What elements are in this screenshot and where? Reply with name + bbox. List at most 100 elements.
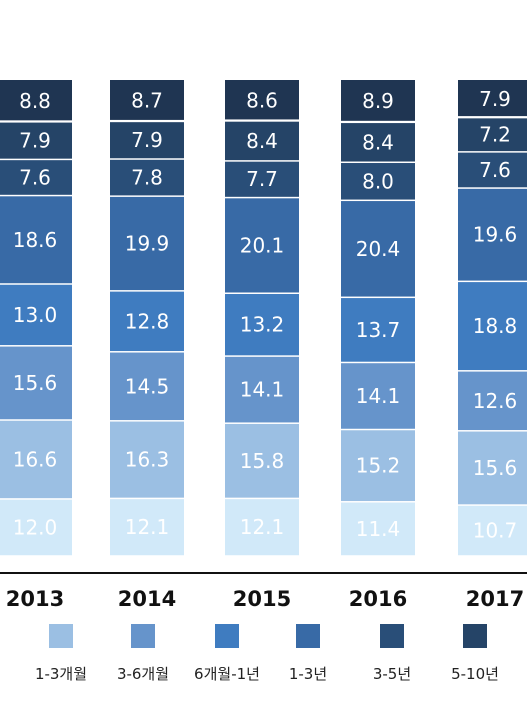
data-label: 7.6 [19, 165, 51, 189]
bar-segment-4-2015 [225, 198, 299, 293]
bar-segment-base-2017 [458, 505, 527, 556]
data-label: 12.6 [473, 389, 518, 413]
data-label: 15.6 [13, 371, 58, 395]
bar-segment-2-2016 [341, 363, 415, 429]
data-label: 10.7 [473, 519, 518, 543]
bar-segment-5-2014 [110, 159, 184, 196]
legend-label: 3-6개월 [117, 665, 169, 683]
data-label: 15.8 [240, 449, 285, 473]
legend: 1-3개월 3-6개월 6개월-1년 1-3년 3-5년 5-10년 [35, 624, 499, 683]
bar-segment-4-2017 [458, 188, 527, 281]
data-label: 7.9 [479, 87, 511, 111]
data-label: 16.6 [13, 447, 58, 471]
data-label: 12.0 [13, 515, 58, 539]
bar-segment-7-2015 [225, 80, 299, 120]
data-label: 7.9 [131, 128, 163, 152]
bar-segment-6-2017 [458, 118, 527, 152]
bar-segment-7-2014 [110, 80, 184, 120]
data-label: 13.7 [356, 318, 401, 342]
data-label: 15.2 [356, 454, 401, 478]
bar-segment-base-2015 [225, 499, 299, 556]
bar-segment-4-2014 [110, 196, 184, 291]
bar-segment-3-2016 [341, 298, 415, 362]
legend-label: 1-3개월 [35, 665, 87, 683]
data-label: 8.4 [246, 129, 278, 153]
data-label: 8.4 [362, 130, 394, 154]
x-tick-label: 2015 [233, 587, 291, 611]
legend-swatch [215, 624, 239, 648]
data-label: 8.0 [362, 169, 394, 193]
x-tick-label: 2016 [349, 587, 407, 611]
legend-label: 3-5년 [373, 665, 411, 683]
bar-segment-1-2015 [225, 423, 299, 498]
legend-label: 1-3년 [289, 665, 327, 683]
bar-segment-2-2017 [458, 371, 527, 431]
bar-segment-1-2017 [458, 431, 527, 505]
data-label: 16.3 [125, 448, 170, 472]
bar-segment-5-2017 [458, 152, 527, 188]
bar-segment-5-2013 [0, 160, 72, 195]
data-label: 13.2 [240, 313, 285, 337]
bar-segment-6-2015 [225, 121, 299, 161]
data-label: 14.5 [125, 374, 170, 398]
legend-swatch [380, 624, 404, 648]
bar-segment-3-2017 [458, 282, 527, 371]
bar-segment-2-2013 [0, 346, 72, 420]
x-axis-labels: 2013 2014 2015 2016 2017 [6, 587, 524, 611]
bar-segment-1-2016 [341, 430, 415, 502]
bar-segment-7-2017 [458, 80, 527, 117]
data-label: 20.1 [240, 233, 285, 257]
legend-swatch [296, 624, 320, 648]
bars-layer: 12.0 16.6 15.6 13.0 18.6 7.6 7.9 8.8 12.1 16.3 14.… [0, 80, 527, 556]
legend-swatch [49, 624, 73, 648]
bar-segment-3-2014 [110, 291, 184, 352]
bar-segment-3-2015 [225, 293, 299, 356]
data-label: 18.8 [473, 314, 518, 338]
data-label: 19.9 [125, 232, 170, 256]
bar-segment-4-2013 [0, 196, 72, 284]
data-label: 18.6 [13, 228, 58, 252]
bar-segment-6-2016 [341, 123, 415, 162]
bar-segment-2-2015 [225, 356, 299, 423]
data-label: 19.6 [473, 223, 518, 247]
data-label: 8.9 [362, 89, 394, 113]
data-label: 7.7 [246, 167, 278, 191]
data-label: 12.1 [125, 515, 170, 539]
legend-label: 5-10년 [451, 665, 499, 683]
bar-segment-7-2013 [0, 80, 72, 121]
legend-swatch [131, 624, 155, 648]
x-tick-label: 2014 [118, 587, 176, 611]
bar-segment-7-2016 [341, 80, 415, 121]
bar-segment-1-2013 [0, 420, 72, 499]
data-label: 12.8 [125, 309, 170, 333]
x-tick-label: 2013 [6, 587, 64, 611]
bar-segment-5-2016 [341, 163, 415, 200]
bar-segment-1-2014 [110, 421, 184, 498]
legend-label: 6개월-1년 [194, 665, 260, 683]
data-label: 7.6 [479, 158, 511, 182]
bar-segment-4-2016 [341, 201, 415, 297]
bar-segment-base-2014 [110, 499, 184, 556]
data-label: 7.9 [19, 129, 51, 153]
data-label: 7.2 [479, 123, 511, 147]
data-label: 11.4 [356, 517, 401, 541]
bar-segment-base-2016 [341, 502, 415, 556]
data-label: 8.7 [131, 89, 163, 113]
data-label: 14.1 [240, 378, 285, 402]
data-label: 8.6 [246, 88, 278, 112]
x-tick-label: 2017 [466, 587, 524, 611]
bar-segment-base-2013 [0, 499, 72, 556]
data-label: 20.4 [356, 237, 401, 261]
data-label: 15.6 [473, 456, 518, 480]
legend-swatch [463, 624, 487, 648]
data-label: 14.1 [356, 384, 401, 408]
bar-segment-2-2014 [110, 352, 184, 421]
bar-segment-6-2013 [0, 122, 72, 159]
bar-segment-5-2015 [225, 161, 299, 197]
data-label: 8.8 [19, 89, 51, 113]
data-label: 7.8 [131, 166, 163, 190]
data-label: 12.1 [240, 515, 285, 539]
bar-segment-6-2014 [110, 122, 184, 159]
